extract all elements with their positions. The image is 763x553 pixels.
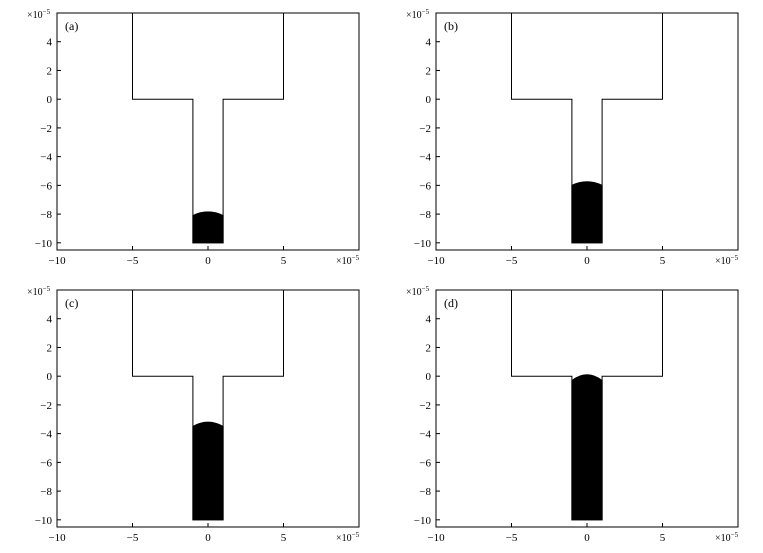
y-tick-label: −8	[40, 209, 52, 221]
y-tick-label: −8	[40, 486, 52, 498]
x-tick-label: −5	[127, 532, 139, 544]
y-tick-label: −2	[40, 400, 52, 412]
y-tick-label: −6	[40, 180, 52, 192]
panel-label: (a)	[65, 19, 78, 33]
x-tick-label: −5	[506, 532, 518, 544]
chart-panel: −10 −5 0 5 4 2 0 −2 −4 −6 −8 −10 ×10−5 ×10−5 (b)	[406, 8, 739, 267]
x-tick-label: −10	[48, 532, 66, 544]
y-tick-label: −10	[414, 515, 432, 527]
chart-panel: −10 −5 0 5 4 2 0 −2 −4 −6 −8 −10 ×10−5 ×10−5 (d)	[406, 285, 739, 544]
y-tick-label: 0	[426, 94, 432, 106]
y-exponent-label: ×10−5	[27, 8, 51, 21]
fluid-region	[192, 421, 224, 521]
y-tick-label: 0	[426, 371, 432, 383]
fluid-region	[192, 211, 224, 244]
fluid-region	[571, 181, 603, 244]
x-tick-label: 5	[281, 255, 287, 267]
y-tick-label: −8	[419, 486, 431, 498]
y-tick-label: −4	[419, 152, 431, 164]
chart-panel: −10 −5 0 5 4 2 0 −2 −4 −6 −8 −10 ×10−5 ×10−5 (c)	[27, 285, 360, 544]
y-tick-label: 2	[426, 342, 432, 354]
x-tick-label: −5	[506, 255, 518, 267]
y-tick-label: −6	[419, 180, 431, 192]
x-exponent-label: ×10−5	[336, 531, 360, 544]
x-exponent-label: ×10−5	[715, 254, 739, 267]
x-tick-label: 5	[660, 532, 666, 544]
geometry-outline	[132, 289, 284, 521]
x-tick-label: −10	[427, 255, 445, 267]
y-tick-label: 4	[426, 37, 432, 49]
y-tick-label: −8	[419, 209, 431, 221]
x-tick-label: −5	[127, 255, 139, 267]
panel-label: (c)	[65, 296, 78, 310]
y-tick-label: −2	[419, 123, 431, 135]
fluid-region	[571, 374, 603, 521]
y-tick-label: 4	[47, 314, 53, 326]
y-tick-label: 4	[47, 37, 53, 49]
x-tick-label: −10	[427, 532, 445, 544]
y-tick-label: −10	[414, 238, 432, 250]
y-tick-label: 2	[47, 342, 53, 354]
y-tick-label: 4	[426, 314, 432, 326]
x-exponent-label: ×10−5	[336, 254, 360, 267]
x-tick-label: 0	[584, 532, 590, 544]
y-tick-label: −2	[40, 123, 52, 135]
y-tick-label: 2	[426, 65, 432, 77]
x-tick-label: 5	[281, 532, 287, 544]
y-exponent-label: ×10−5	[406, 285, 430, 298]
y-tick-label: −2	[419, 400, 431, 412]
y-tick-label: −10	[35, 238, 53, 250]
y-exponent-label: ×10−5	[27, 285, 51, 298]
y-tick-label: 0	[47, 94, 53, 106]
panel-label: (b)	[444, 19, 458, 33]
x-exponent-label: ×10−5	[715, 531, 739, 544]
geometry-outline	[132, 12, 284, 244]
y-tick-label: −4	[40, 152, 52, 164]
x-tick-label: 0	[584, 255, 590, 267]
y-tick-label: −6	[419, 457, 431, 469]
geometry-outline	[511, 289, 663, 521]
y-tick-label: 0	[47, 371, 53, 383]
y-tick-label: 2	[47, 65, 53, 77]
x-tick-label: 0	[205, 255, 211, 267]
y-tick-label: −6	[40, 457, 52, 469]
y-tick-label: −4	[419, 429, 431, 441]
x-tick-label: 0	[205, 532, 211, 544]
y-exponent-label: ×10−5	[406, 8, 430, 21]
x-tick-label: −10	[48, 255, 66, 267]
x-tick-label: 5	[660, 255, 666, 267]
geometry-outline	[511, 12, 663, 244]
panel-label: (d)	[444, 296, 458, 310]
y-tick-label: −10	[35, 515, 53, 527]
chart-panel: −10 −5 0 5 4 2 0 −2 −4 −6 −8 −10 ×10−5 ×10−5 (a)	[27, 8, 360, 267]
y-tick-label: −4	[40, 429, 52, 441]
